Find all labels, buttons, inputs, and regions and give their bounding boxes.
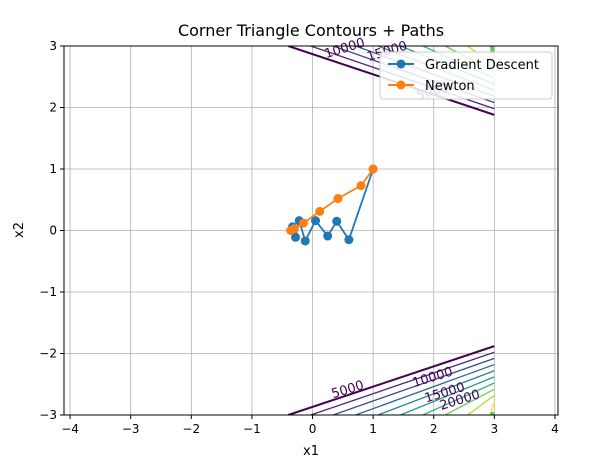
y-tick-label: 0 xyxy=(49,224,57,238)
legend-marker-newton xyxy=(396,80,406,90)
contour-line-bottom xyxy=(287,345,495,415)
x-tick-label: 4 xyxy=(551,422,559,436)
data-point-newton xyxy=(298,218,308,228)
contour-line-bottom xyxy=(444,388,495,415)
contour-fill-top-corner xyxy=(490,46,495,54)
data-point-gradient-descent xyxy=(323,231,333,241)
x-axis-label: x1 xyxy=(303,444,319,459)
contour-line-bottom xyxy=(400,376,495,415)
contour-line-bottom xyxy=(467,394,495,415)
legend-box xyxy=(379,51,553,100)
legend-label-gradient-descent: Gradient Descent xyxy=(425,58,539,73)
y-tick-label: 2 xyxy=(49,101,57,115)
data-point-newton xyxy=(356,181,366,191)
contour-line-bottom xyxy=(355,363,495,415)
x-tick-label: 2 xyxy=(430,422,438,436)
data-point-gradient-descent xyxy=(332,216,342,226)
x-tick-label: −4 xyxy=(61,422,79,436)
series-layer xyxy=(286,164,378,246)
legend-marker-gradient-descent xyxy=(396,59,406,69)
x-tick-label: −3 xyxy=(122,422,140,436)
x-tick-label: −1 xyxy=(243,422,261,436)
x-tick-label: −2 xyxy=(182,422,200,436)
contour-line-bottom xyxy=(377,370,495,415)
legend: Gradient Descent Newton xyxy=(379,51,553,100)
data-point-gradient-descent xyxy=(344,235,354,245)
data-point-newton xyxy=(286,226,296,235)
data-point-newton xyxy=(333,194,343,204)
data-point-newton xyxy=(315,206,325,216)
y-axis-label: x2 xyxy=(12,222,27,238)
x-axis-ticks: −4 −3 −2 −1 0 1 2 3 4 xyxy=(61,415,559,436)
data-point-gradient-descent xyxy=(311,216,321,226)
y-tick-label: −3 xyxy=(39,408,57,422)
x-tick-label: 3 xyxy=(491,422,499,436)
y-tick-label: −2 xyxy=(39,347,57,361)
legend-label-newton: Newton xyxy=(425,79,475,94)
contour-fill-bottom-corner xyxy=(490,411,495,415)
data-point-newton xyxy=(368,164,378,174)
data-point-gradient-descent xyxy=(300,236,310,246)
contour-line-bottom xyxy=(332,357,495,415)
contour-line-bottom xyxy=(310,351,495,415)
x-tick-label: 1 xyxy=(369,422,377,436)
chart-title: Corner Triangle Contours + Paths xyxy=(178,21,444,40)
y-tick-label: 1 xyxy=(49,162,57,176)
contour-line-bottom xyxy=(422,382,495,415)
x-tick-label: 0 xyxy=(309,422,317,436)
y-axis-ticks: −3 −2 −1 0 1 2 3 xyxy=(39,39,64,422)
y-tick-label: −1 xyxy=(39,285,57,299)
data-point-gradient-descent xyxy=(291,232,301,242)
y-tick-label: 3 xyxy=(49,39,57,53)
